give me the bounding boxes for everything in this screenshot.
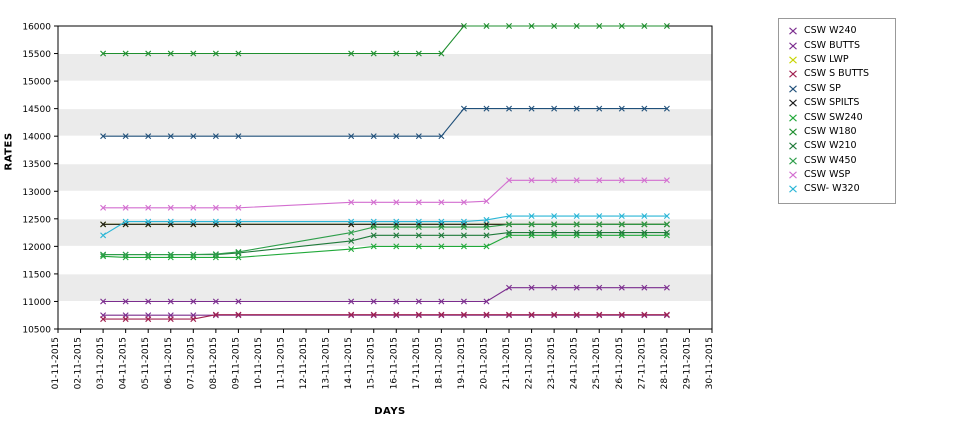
legend-item[interactable]: CSW SP (785, 82, 889, 96)
legend-label: CSW W180 (804, 125, 857, 137)
svg-text:22-11-2015: 22-11-2015 (525, 337, 535, 389)
svg-text:02-11-2015: 02-11-2015 (74, 337, 84, 389)
svg-text:19-11-2015: 19-11-2015 (457, 337, 467, 389)
svg-text:18-11-2015: 18-11-2015 (434, 337, 444, 389)
legend-marker-x-icon (785, 140, 801, 152)
svg-text:13000: 13000 (22, 188, 51, 198)
x-axis-title: DAYS (374, 406, 406, 417)
legend-label: CSW BUTTS (804, 39, 861, 51)
legend-marker-x-icon (785, 97, 801, 109)
svg-text:09-11-2015: 09-11-2015 (231, 337, 241, 389)
svg-text:10-11-2015: 10-11-2015 (254, 337, 264, 389)
svg-text:12000: 12000 (22, 243, 51, 253)
svg-text:21-11-2015: 21-11-2015 (502, 337, 512, 389)
svg-text:05-11-2015: 05-11-2015 (141, 337, 151, 389)
legend-item[interactable]: CSW W180 (785, 125, 889, 139)
legend-item[interactable]: CSW BUTTS (785, 38, 889, 52)
legend-item[interactable]: CSW W210 (785, 139, 889, 153)
svg-text:01-11-2015: 01-11-2015 (51, 337, 61, 389)
svg-text:28-11-2015: 28-11-2015 (660, 337, 670, 389)
svg-text:04-11-2015: 04-11-2015 (119, 337, 129, 389)
legend-marker-x-icon (785, 155, 801, 167)
legend-item[interactable]: CSW S BUTTS (785, 67, 889, 81)
legend-marker-x-icon (785, 54, 801, 66)
legend-marker-x-icon (785, 25, 801, 37)
legend-label: CSW W450 (804, 154, 857, 166)
svg-text:15500: 15500 (22, 50, 51, 60)
svg-text:03-11-2015: 03-11-2015 (96, 337, 106, 389)
legend-marker-x-icon (785, 40, 801, 52)
legend-marker-x-icon (785, 83, 801, 95)
svg-text:07-11-2015: 07-11-2015 (186, 337, 196, 389)
svg-text:10500: 10500 (22, 326, 51, 336)
svg-text:23-11-2015: 23-11-2015 (547, 337, 557, 389)
svg-text:11500: 11500 (22, 270, 51, 280)
plot-area: 10500 11000 11500 12000 12500 13000 13500 14000… (22, 23, 715, 390)
svg-text:11000: 11000 (22, 298, 51, 308)
legend-label: CSW WSP (804, 169, 851, 181)
svg-text:12-11-2015: 12-11-2015 (299, 337, 309, 389)
svg-text:17-11-2015: 17-11-2015 (412, 337, 422, 389)
svg-text:08-11-2015: 08-11-2015 (209, 337, 219, 389)
legend-label: CSW SPILTS (804, 97, 860, 109)
svg-text:14000: 14000 (22, 133, 51, 143)
svg-text:25-11-2015: 25-11-2015 (592, 337, 602, 389)
legend-item[interactable]: CSW- W320 (785, 182, 889, 196)
legend-item[interactable]: CSW SPILTS (785, 96, 889, 110)
legend-item[interactable]: CSW SW240 (785, 110, 889, 124)
svg-text:27-11-2015: 27-11-2015 (637, 337, 647, 389)
legend-item[interactable]: CSW WSP (785, 168, 889, 182)
legend-item[interactable]: CSW LWP (785, 53, 889, 67)
legend-label: CSW S BUTTS (804, 68, 870, 80)
svg-text:16000: 16000 (22, 23, 51, 33)
svg-text:15-11-2015: 15-11-2015 (367, 337, 377, 389)
svg-text:11-11-2015: 11-11-2015 (277, 337, 287, 389)
svg-text:14-11-2015: 14-11-2015 (344, 337, 354, 389)
svg-text:13-11-2015: 13-11-2015 (322, 337, 332, 389)
legend-label: CSW W210 (804, 140, 857, 152)
svg-text:20-11-2015: 20-11-2015 (480, 337, 490, 389)
svg-text:14500: 14500 (22, 105, 51, 115)
legend-marker-x-icon (785, 183, 801, 195)
svg-text:24-11-2015: 24-11-2015 (570, 337, 580, 389)
svg-text:13500: 13500 (22, 160, 51, 170)
svg-text:26-11-2015: 26-11-2015 (615, 337, 625, 389)
legend-marker-x-icon (785, 112, 801, 124)
legend-item[interactable]: CSW W450 (785, 154, 889, 168)
svg-text:16-11-2015: 16-11-2015 (389, 337, 399, 389)
legend-item[interactable]: CSW W240 (785, 24, 889, 38)
legend-label: CSW- W320 (804, 183, 860, 195)
legend-label: CSW SW240 (804, 111, 863, 123)
legend-marker-x-icon (785, 68, 801, 80)
svg-text:12500: 12500 (22, 215, 51, 225)
line-chart: 10500 11000 11500 12000 12500 13000 13500 14000… (22, 23, 715, 390)
legend-label: CSW SP (804, 82, 841, 94)
svg-text:30-11-2015: 30-11-2015 (705, 337, 715, 389)
svg-text:06-11-2015: 06-11-2015 (164, 337, 174, 389)
legend-label: CSW LWP (804, 53, 849, 65)
legend-marker-x-icon (785, 126, 801, 138)
svg-text:29-11-2015: 29-11-2015 (682, 337, 692, 389)
svg-text:15000: 15000 (22, 78, 51, 88)
chart-legend: CSW W240 CSW BUTTS CSW LWP CSW S BUTTS CSW S… (778, 18, 896, 204)
legend-label: CSW W240 (804, 25, 857, 37)
legend-marker-x-icon (785, 169, 801, 181)
